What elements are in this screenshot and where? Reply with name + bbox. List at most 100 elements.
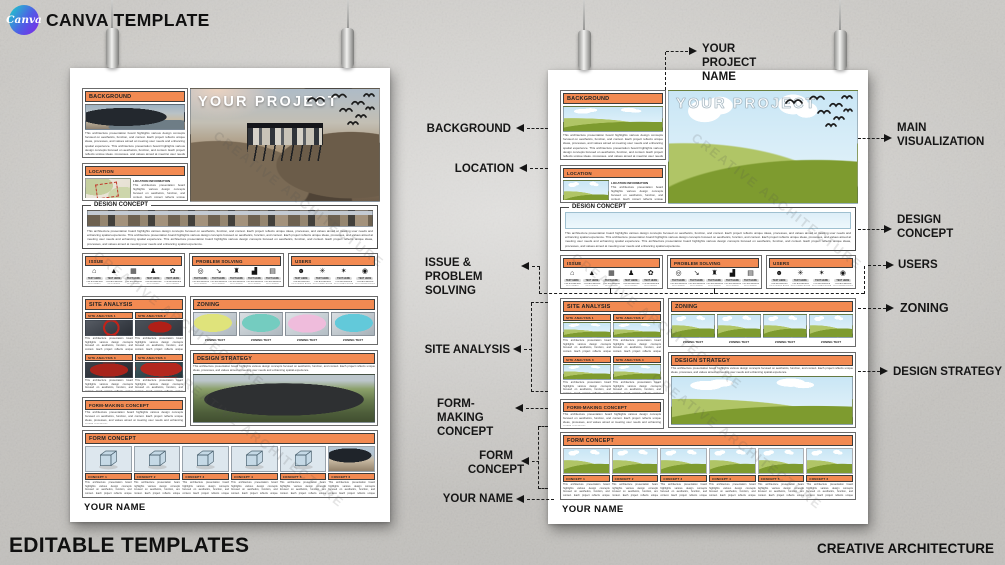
site-analysis-image bbox=[563, 364, 611, 380]
arrow-left-icon bbox=[515, 404, 523, 412]
icon-caption: This architecture presentation board hig… bbox=[105, 281, 123, 283]
form-concept-item: CONCEPT 5 This architecture presentation… bbox=[279, 446, 327, 495]
annotation-form-making-concept: FORM- MAKING CONCEPT bbox=[437, 398, 494, 439]
arrow-right-icon bbox=[689, 47, 697, 55]
annotation-design-strategy: DESIGN STRATEGY bbox=[893, 366, 1003, 378]
issue-item: ✿ TEXT HERE This architecture presentati… bbox=[163, 267, 182, 284]
design-strategy-image bbox=[671, 376, 853, 425]
issue-header: ISSUE bbox=[85, 256, 182, 266]
arrow-left-icon bbox=[521, 262, 529, 270]
form-concept-item-label: CONCEPT 6 bbox=[328, 473, 375, 480]
form-concept-item-label: CONCEPT 4 bbox=[231, 473, 278, 480]
icon-label: TEXT HERE bbox=[85, 277, 103, 280]
dashed-connector bbox=[539, 293, 864, 294]
zoning-header: ZONING bbox=[671, 301, 853, 312]
background-section: BACKGROUND This architecture presentatio… bbox=[82, 88, 188, 158]
birds-icon bbox=[307, 93, 375, 126]
annotation-site-analysis: SITE ANALYSIS bbox=[424, 344, 510, 356]
site-analysis-item-label: SITE ANALYSIS 2 bbox=[135, 312, 183, 319]
form-concept-item-label: CONCEPT 6 bbox=[806, 475, 853, 482]
zoning-caption: ZONING TEXT bbox=[342, 337, 364, 342]
icon-label: TEXT HERE bbox=[688, 279, 705, 282]
zoning-item: ZONING TEXT bbox=[193, 312, 237, 342]
site-analysis-header: SITE ANALYSIS bbox=[563, 301, 661, 312]
form-concept-image bbox=[85, 446, 132, 472]
hanging-clip bbox=[341, 28, 354, 68]
form-concept-image bbox=[806, 448, 853, 474]
body-text: This architecture presentation board hig… bbox=[85, 411, 183, 424]
icon-caption: This architecture presentation board hig… bbox=[791, 283, 809, 285]
icon-label: TEXT HERE bbox=[791, 279, 809, 282]
problem-solving-item: ▤ TEXT HERE This architecture presentati… bbox=[742, 269, 759, 286]
zoning-image bbox=[763, 314, 807, 338]
zoning-caption: ZONING TEXT bbox=[774, 339, 796, 344]
issue-item: ⌂ TEXT HERE This architecture presentati… bbox=[563, 269, 582, 286]
dashed-connector bbox=[864, 266, 865, 294]
main-visualization-image: YOUR PROJECT bbox=[668, 90, 858, 204]
document-icon: ▤ bbox=[747, 270, 754, 277]
stairs-flag-icon: ▟ bbox=[729, 270, 736, 277]
issue-item: ♟ TEXT HERE This architecture presentati… bbox=[144, 267, 163, 284]
form-concept-header: FORM CONCEPT bbox=[563, 435, 853, 446]
trend-chart-icon: ↘ bbox=[215, 268, 222, 275]
zoning-image bbox=[717, 314, 761, 338]
form-concept-image bbox=[133, 446, 181, 472]
form-concept-image bbox=[328, 446, 375, 472]
zoning-item: ZONING TEXT bbox=[717, 314, 761, 344]
site-analysis-item-label: SITE ANALYSIS 1 bbox=[85, 312, 133, 319]
users-item: ✳ TEXT HERE This architecture presentati… bbox=[790, 269, 810, 286]
form-concept-item-label: CONCEPT 2 bbox=[133, 473, 181, 480]
icon-caption: This architecture presentation board hig… bbox=[335, 281, 353, 283]
body-text: This architecture presentation board hig… bbox=[193, 365, 375, 372]
problem-solving-item: ↘ TEXT HERE This architecture presentati… bbox=[210, 267, 227, 284]
icon-label: TEXT HERE bbox=[144, 277, 162, 280]
location-map-image bbox=[85, 178, 131, 198]
form-concept-image bbox=[231, 446, 278, 472]
dashed-connector bbox=[531, 303, 532, 392]
flower-icon: ✿ bbox=[647, 270, 654, 277]
body-text: This architecture presentation board hig… bbox=[135, 337, 183, 351]
main-visualization-image: YOUR PROJECT bbox=[190, 88, 380, 202]
body-text: This architecture presentation board hig… bbox=[85, 131, 185, 155]
form-concept-item: CONCEPT 3 This architecture presentation… bbox=[182, 446, 230, 495]
template-poster-photo: CREATIVE ARCHITECTURE CREATIVE ARCHITECT… bbox=[70, 68, 390, 522]
canva-logo-icon: Canva bbox=[6, 5, 42, 35]
icon-label: TEXT HERE bbox=[724, 279, 741, 282]
zoning-caption: ZONING TEXT bbox=[204, 337, 226, 342]
icon-caption: This architecture presentation board hig… bbox=[192, 281, 209, 283]
problem-solving-item: ▟ TEXT HERE This architecture presentati… bbox=[724, 269, 741, 286]
form-making-concept-section: FORM-MAKING CONCEPT This architecture pr… bbox=[560, 399, 664, 429]
form-concept-item: CONCEPT 1 This architecture presentation… bbox=[85, 446, 132, 495]
dashed-connector bbox=[858, 371, 880, 372]
site-analysis-image bbox=[85, 320, 133, 336]
design-concept-header: DESIGN CONCEPT bbox=[91, 201, 152, 208]
site-analysis-image bbox=[613, 322, 661, 338]
icon-caption: This architecture presentation board hig… bbox=[670, 283, 687, 285]
annotation-your-project-name: YOUR PROJECT NAME bbox=[702, 43, 757, 84]
network-icon: ✳ bbox=[319, 268, 326, 275]
annotation-your-name: YOUR NAME bbox=[442, 493, 513, 505]
building-icon: ▦ bbox=[130, 268, 137, 275]
target-icon: ◎ bbox=[675, 270, 682, 277]
form-making-concept-section: FORM-MAKING CONCEPT This architecture pr… bbox=[82, 397, 186, 427]
form-concept-item-label: CONCEPT 3 bbox=[660, 475, 708, 482]
icon-caption: This architecture presentation board hig… bbox=[813, 283, 831, 285]
icon-label: TEXT HERE bbox=[834, 279, 852, 282]
icon-label: TEXT HERE bbox=[642, 279, 660, 282]
problem-solving-item: ♜ TEXT HERE This architecture presentati… bbox=[706, 269, 723, 286]
group-icon: ☻ bbox=[297, 268, 305, 275]
problem-solving-header: PROBLEM SOLVING bbox=[670, 258, 759, 268]
annotation-location: LOCATION bbox=[454, 163, 514, 175]
arrow-right-icon bbox=[884, 225, 892, 233]
dashed-connector bbox=[714, 288, 715, 294]
body-text: This architecture presentation board hig… bbox=[133, 184, 185, 198]
body-text: This architecture presentation board hig… bbox=[613, 381, 661, 394]
site-analysis-section: SITE ANALYSIS SITE ANALYSIS 1 This archi… bbox=[560, 298, 664, 394]
issue-item: ▲ TEXT HERE This architecture presentati… bbox=[105, 267, 124, 284]
document-icon: ▤ bbox=[269, 268, 276, 275]
cube-wireframe-icon bbox=[245, 450, 264, 470]
dashed-connector bbox=[666, 51, 688, 52]
annotation-issue-problem-solving: ISSUE & PROBLEM SOLVING bbox=[425, 257, 483, 298]
body-text: This architecture presentation board hig… bbox=[182, 481, 230, 495]
form-concept-item-label: CONCEPT 1 bbox=[85, 473, 132, 480]
